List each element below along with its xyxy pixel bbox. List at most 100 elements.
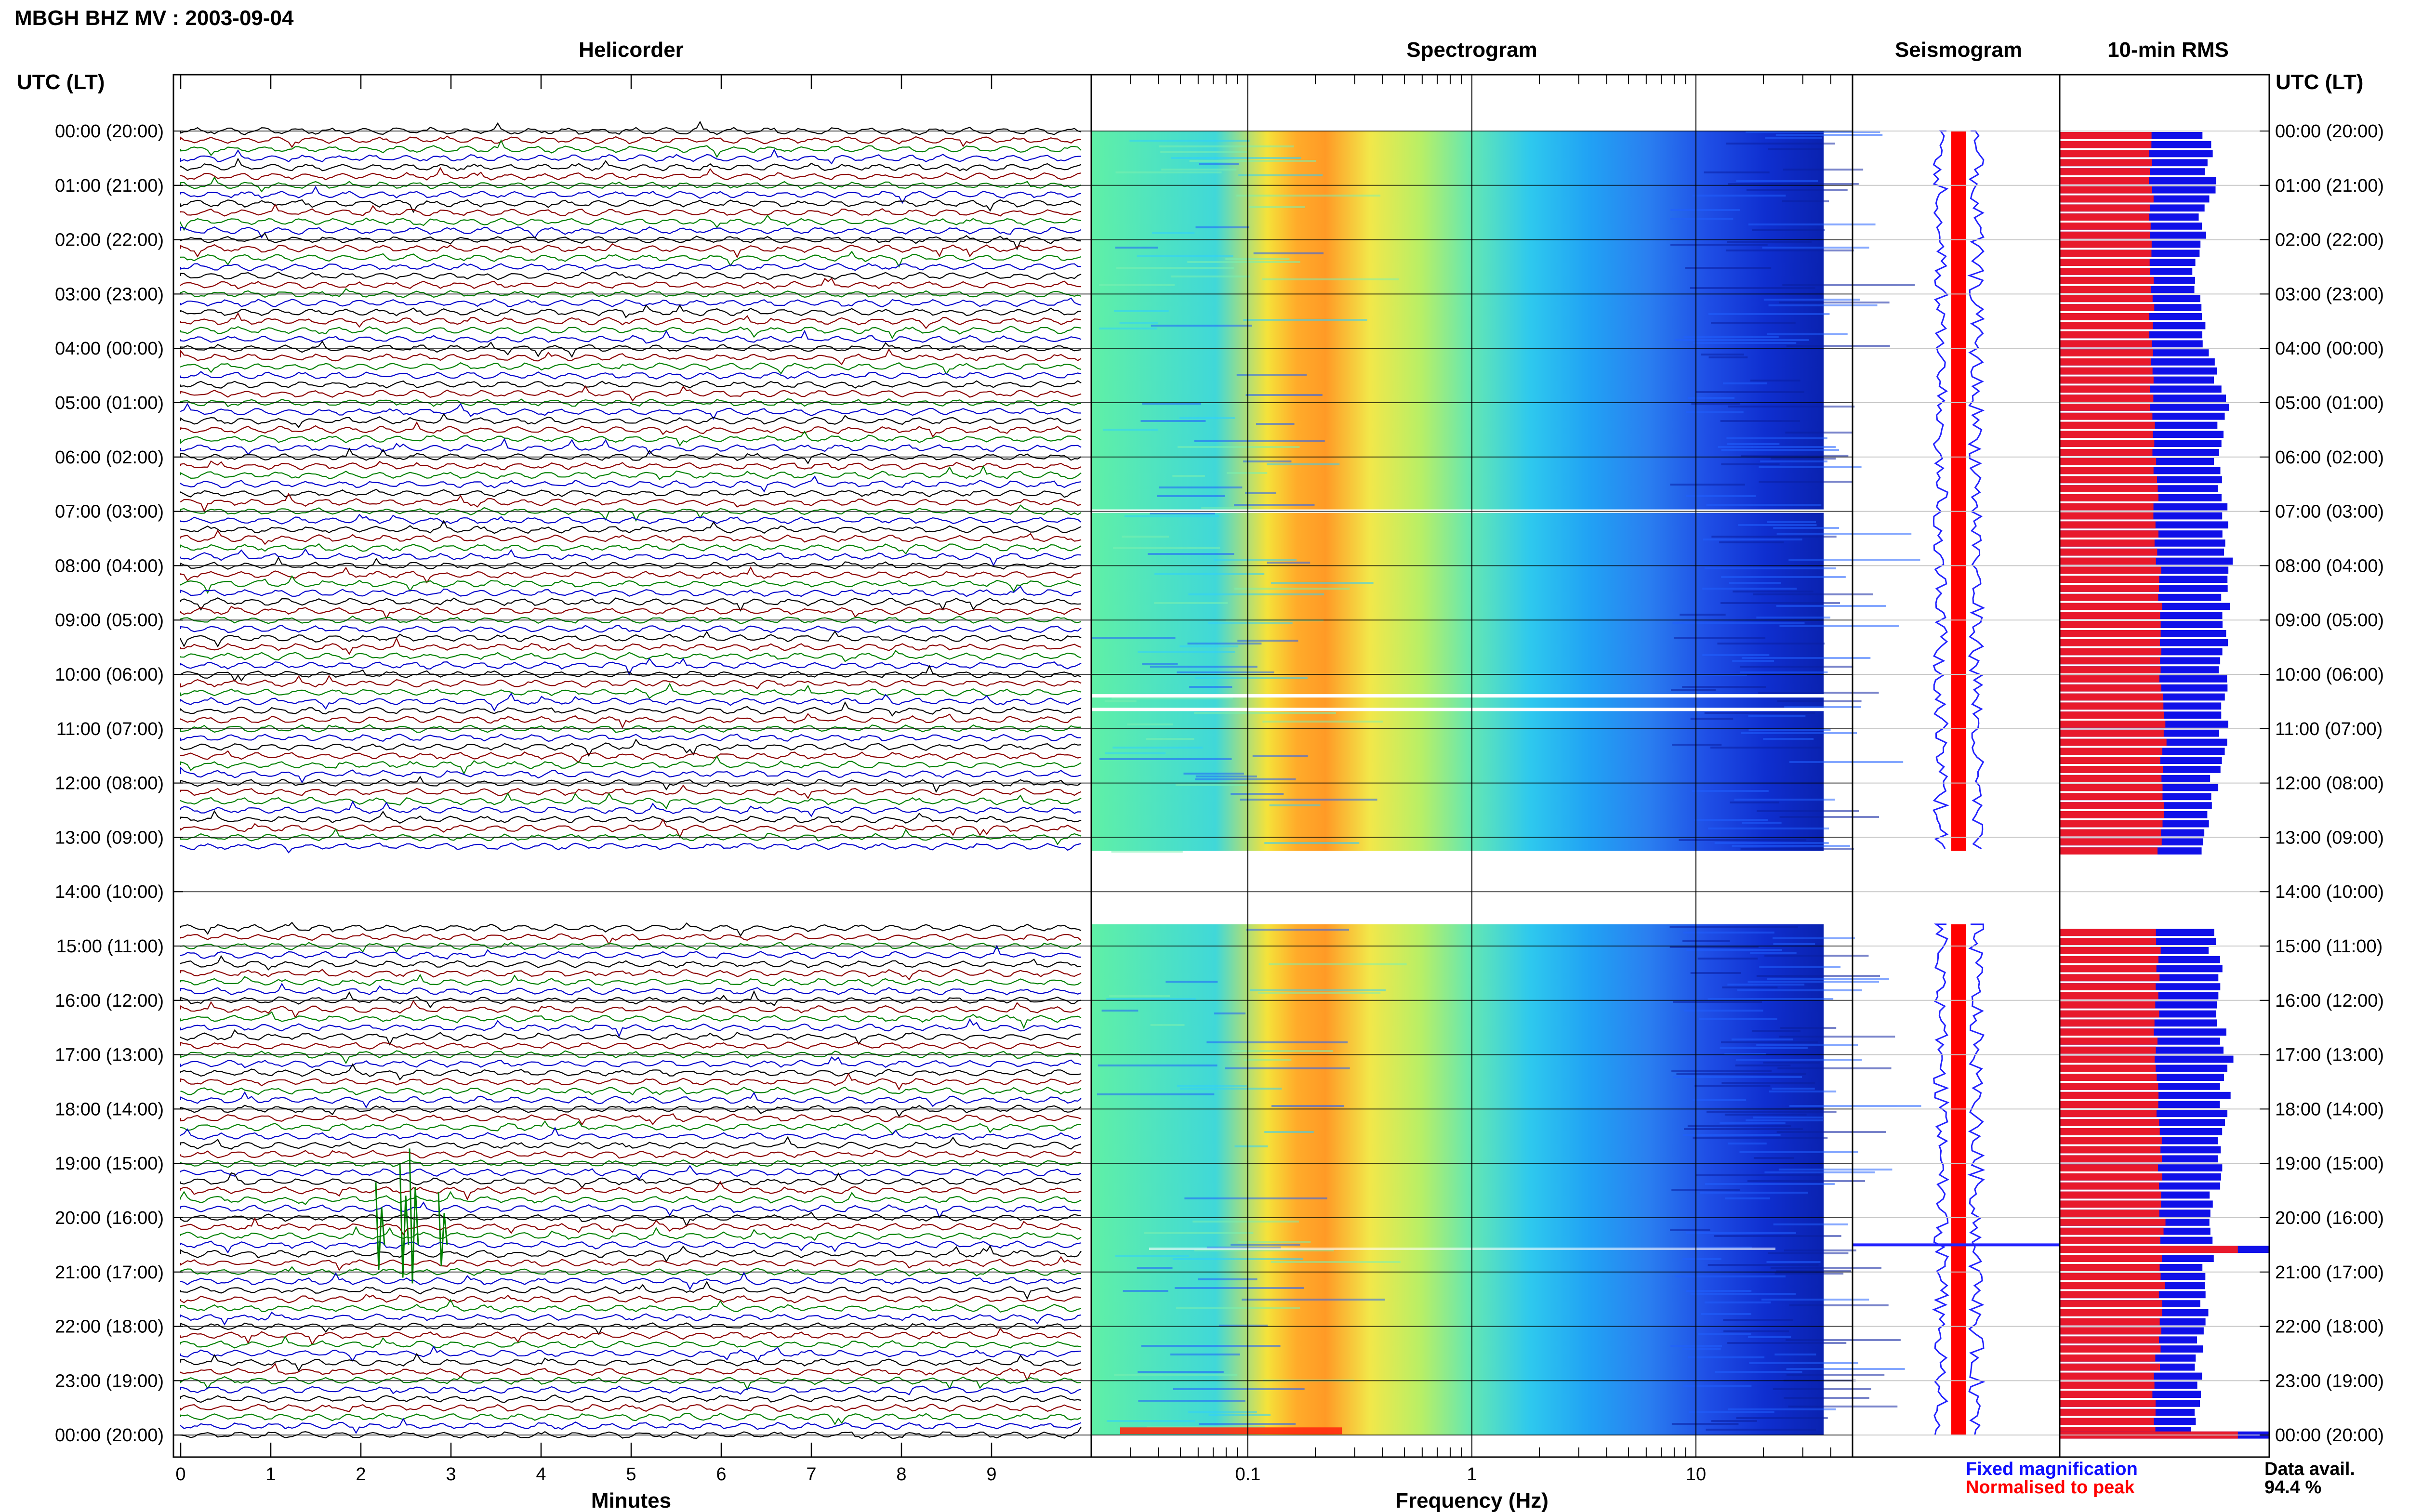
spectrogram-row	[1682, 686, 1766, 688]
spectrogram-row	[1692, 790, 1769, 792]
spectrogram-row	[1726, 437, 1827, 439]
spectrogram-row	[1772, 1088, 1815, 1090]
spectrogram-row	[1138, 1400, 1245, 1402]
spectrogram-row	[1159, 486, 1243, 488]
rms-bar-normalised	[2060, 1146, 2161, 1154]
spectrogram-row	[1746, 189, 1848, 191]
helicorder-trace	[180, 1011, 1082, 1029]
spectrogram-row	[1106, 1420, 1195, 1422]
spectrogram-row	[1693, 342, 1797, 344]
helicorder-trace	[180, 304, 1082, 318]
rms-bar-normalised	[2060, 711, 2164, 719]
rms-bar-normalised	[2060, 141, 2152, 148]
rms-bar-normalised	[2060, 1327, 2162, 1335]
rms-bar-normalised	[2060, 1101, 2158, 1108]
helicorder-trace	[180, 683, 1082, 699]
helicorder-trace	[180, 158, 1082, 171]
spectrogram-row	[1264, 1131, 1314, 1133]
rms-bar-normalised	[2060, 1236, 2160, 1244]
helicorder-trace	[180, 1418, 1082, 1434]
spectrogram-row	[1669, 946, 1759, 948]
spectrogram-row	[1214, 559, 1297, 561]
time-label-left: 05:00 (01:00)	[55, 393, 164, 413]
rms-bar-normalised	[2060, 1391, 2153, 1398]
helicorder-trace	[180, 263, 1082, 271]
spectrogram-row	[1692, 195, 1786, 197]
spectrogram-row	[1238, 174, 1323, 176]
rms-bar-normalised	[2060, 259, 2150, 266]
spectrogram-row	[1176, 784, 1248, 786]
helicorder-trace	[180, 664, 1082, 682]
spectrogram-row	[1142, 403, 1202, 405]
spectrogram-row	[1201, 507, 1252, 509]
rms-bar-normalised	[2060, 729, 2164, 737]
time-label-right: 05:00 (01:00)	[2275, 393, 2384, 413]
helicorder-trace	[180, 385, 1082, 402]
spectrogram-row	[1722, 986, 1778, 988]
rms-bar-normalised	[2060, 340, 2152, 348]
legend-normalised-to-peak: Normalised to peak	[1966, 1477, 2135, 1498]
rms-bar-normalised	[2060, 820, 2163, 828]
helicorder-x-axis-label: Minutes	[591, 1489, 671, 1512]
spectrogram-row	[1690, 972, 1741, 974]
helicorder-trace	[180, 371, 1082, 380]
spectrogram-row	[1157, 495, 1225, 497]
helicorder-trace	[180, 214, 1082, 231]
spectrogram-row	[1786, 1368, 1905, 1370]
time-label-right: 00:00 (20:00)	[2275, 121, 2384, 142]
spectrogram-row	[1112, 697, 1233, 699]
spectrogram-row	[1686, 1290, 1752, 1292]
spectrogram-row	[1721, 1041, 1818, 1043]
time-label-left: 19:00 (15:00)	[55, 1154, 164, 1174]
spectrogram-row	[1698, 1018, 1777, 1020]
spectrogram-row	[1673, 1001, 1762, 1003]
helicorder-trace	[180, 1376, 1082, 1391]
spectrogram-row	[1786, 1339, 1901, 1341]
seismogram-normalised-2	[1951, 924, 1966, 1435]
spectrogram-row	[1784, 706, 1861, 708]
spectrogram-row	[1140, 420, 1206, 422]
spectrogram-row	[1723, 1319, 1794, 1321]
spectrogram-row	[1720, 1047, 1808, 1049]
spectrogram-row	[1686, 495, 1756, 497]
spectrogram-row	[1784, 1397, 1869, 1399]
helicorder-event-spike	[375, 1182, 385, 1270]
minute-tick-label: 4	[536, 1464, 546, 1485]
spectrogram-row	[1727, 406, 1855, 408]
helicorder-trace	[180, 1165, 1082, 1180]
rms-bar-normalised	[2060, 738, 2167, 746]
rms-bar-normalised	[2060, 1318, 2160, 1326]
spectrogram-row	[1783, 169, 1864, 171]
helicorder-trace	[180, 624, 1082, 633]
time-label-right: 20:00 (16:00)	[2275, 1208, 2384, 1228]
rms-bar-normalised	[2060, 521, 2156, 529]
helicorder-trace	[180, 185, 1082, 204]
minute-tick-label: 8	[896, 1464, 906, 1485]
spectrogram-row	[1767, 521, 1816, 523]
spectrogram-row	[1097, 1093, 1215, 1095]
rms-bar-normalised	[2060, 1400, 2156, 1407]
spectrogram-row	[1138, 1371, 1224, 1373]
spectrogram-row	[1683, 1385, 1752, 1387]
time-label-left: 21:00 (17:00)	[55, 1262, 164, 1283]
spectrogram-row	[1746, 1119, 1823, 1121]
spectrogram-row	[1773, 1388, 1871, 1390]
helicorder-trace	[180, 413, 1082, 428]
rms-bar-normalised	[2060, 1065, 2156, 1072]
spectrogram-row	[1686, 1232, 1796, 1234]
spectrogram-row	[1758, 692, 1879, 694]
spectrogram-row	[1774, 1354, 1816, 1355]
helicorder-trace	[180, 1211, 1082, 1227]
rms-bar-normalised	[2060, 1046, 2156, 1054]
seismogram-normalised-1	[1951, 131, 1966, 851]
spectrogram-row	[1756, 975, 1880, 977]
time-label-left: 13:00 (09:00)	[55, 828, 164, 848]
spectrogram-row	[1734, 799, 1835, 801]
spectrogram-row	[1707, 1264, 1819, 1266]
spectrogram-row	[1165, 981, 1218, 983]
rms-bar-normalised	[2060, 630, 2161, 637]
time-label-left: 20:00 (16:00)	[55, 1208, 164, 1228]
spectrogram-row	[1269, 963, 1407, 965]
spectrogram-row	[1160, 151, 1248, 153]
